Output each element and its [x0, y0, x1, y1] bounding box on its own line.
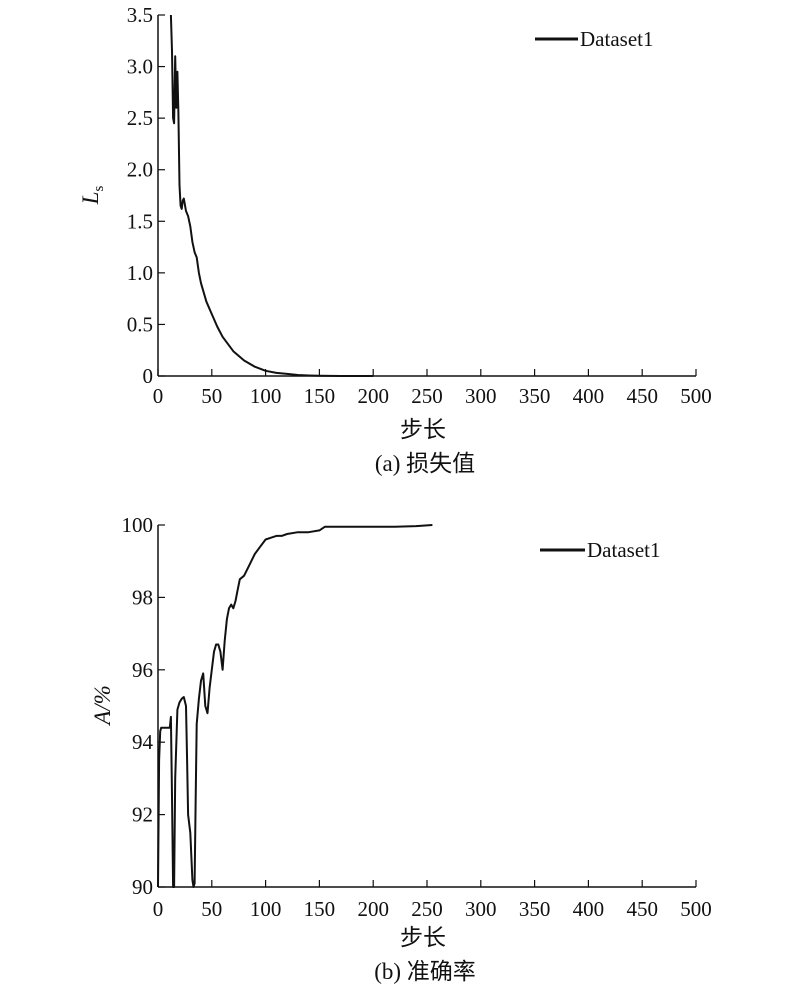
x-tick-label: 500 — [680, 897, 712, 921]
x-tick-label: 300 — [465, 897, 497, 921]
chart-accuracy: 0 50 100 150 200 250 300 350 400 450 500 90 92 94 96 98… — [90, 513, 712, 984]
y-tick-label: 92 — [132, 803, 153, 827]
y-tick-label: 98 — [132, 585, 153, 609]
series-line — [157, 524, 433, 888]
legend-label: Dataset1 — [587, 538, 660, 562]
y-tick-label: 2.5 — [127, 106, 153, 130]
y-tick-label: 3.0 — [127, 55, 153, 79]
y-tick-label: 100 — [122, 513, 154, 537]
y-axis-label: A/% — [90, 685, 115, 727]
x-axis-label: 步长 — [400, 925, 446, 950]
y-axis-label-subscript: s — [91, 186, 107, 192]
x-tick-label: 250 — [411, 897, 443, 921]
x-tick-label: 100 — [250, 897, 282, 921]
x-tick-label: 0 — [153, 897, 164, 921]
y-axis-label: Ls — [78, 186, 107, 206]
x-tick-label: 150 — [304, 384, 336, 408]
x-tick-label: 350 — [519, 897, 551, 921]
chart-loss: 0 50 100 150 200 250 300 350 400 450 500 0 0.5 1.0 1.5… — [78, 3, 712, 476]
x-tick-label: 400 — [573, 384, 605, 408]
y-tick-label: 0 — [143, 364, 154, 388]
figure-caption: (b) 准确率 — [374, 959, 476, 984]
x-tick-label: 50 — [201, 897, 222, 921]
x-axis-label: 步长 — [400, 417, 446, 442]
y-tick-label: 94 — [132, 730, 154, 754]
x-tick-label: 350 — [519, 384, 551, 408]
figure-caption: (a) 损失值 — [375, 451, 475, 476]
x-tick-label: 150 — [304, 897, 336, 921]
y-tick-label: 90 — [132, 875, 153, 899]
x-tick-label: 0 — [153, 384, 164, 408]
x-tick-label: 300 — [465, 384, 497, 408]
x-tick-label: 50 — [201, 384, 222, 408]
y-tick-label: 1.5 — [127, 209, 153, 233]
x-tick-label: 200 — [357, 384, 389, 408]
y-tick-label: 0.5 — [127, 312, 153, 336]
x-tick-label: 500 — [680, 384, 712, 408]
y-tick-label: 96 — [132, 658, 153, 682]
series-line — [169, 14, 374, 377]
x-tick-label: 250 — [411, 384, 443, 408]
y-tick-label: 3.5 — [127, 3, 153, 27]
x-tick-label: 450 — [626, 897, 658, 921]
legend-label: Dataset1 — [580, 27, 653, 51]
y-tick-label: 2.0 — [127, 158, 153, 182]
x-tick-label: 200 — [357, 897, 389, 921]
x-tick-label: 450 — [626, 384, 658, 408]
x-tick-label: 400 — [573, 897, 605, 921]
x-tick-label: 100 — [250, 384, 282, 408]
y-tick-label: 1.0 — [127, 261, 153, 285]
